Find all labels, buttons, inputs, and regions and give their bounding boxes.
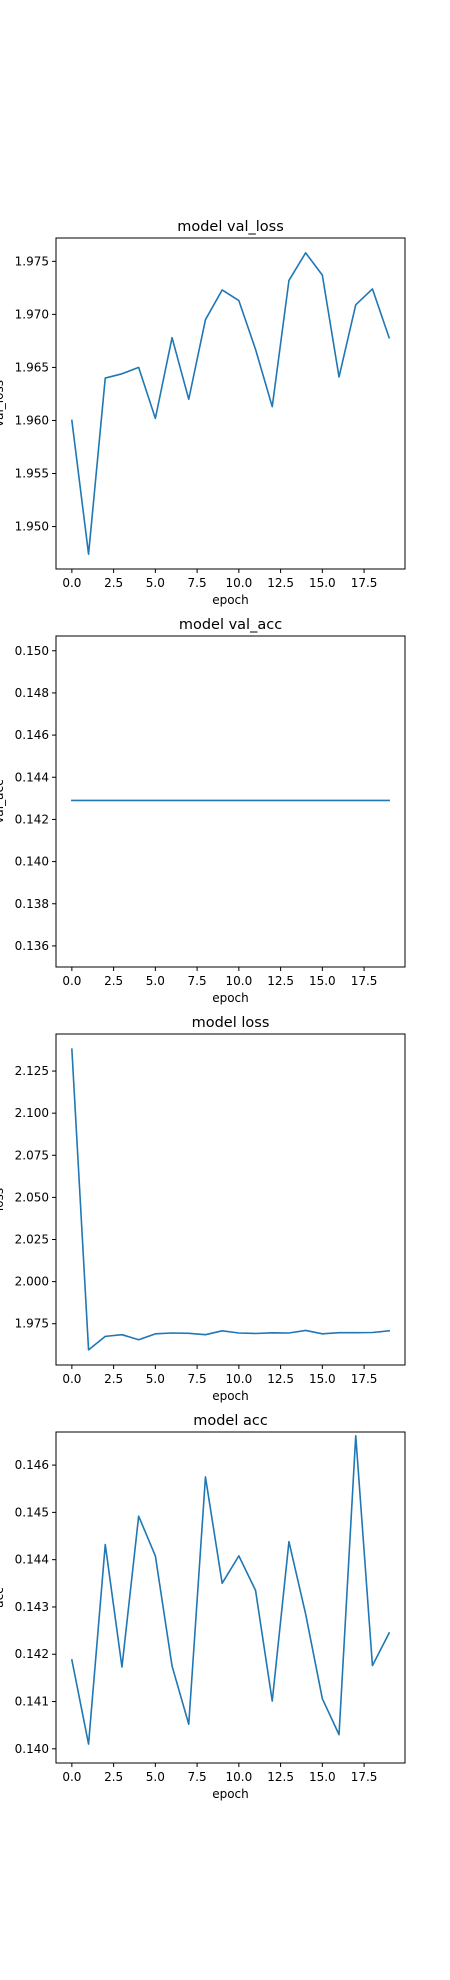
series-line [71,1048,391,1351]
x-tick-label: 12.5 [267,1372,294,1386]
y-tick-label: 1.970 [15,307,49,321]
series-line [70,252,391,555]
axes-frame [55,1431,406,1764]
y-tick-label: 0.148 [15,686,49,700]
x-tick-label: 2.5 [104,1372,123,1386]
chart-panel: model val_acc 0.0 2.5 5.0 7.5 10.0 12.5 15.0 17.… [0,617,406,1005]
x-tick-label: 17.5 [351,974,378,988]
y-tick-label: 0.143 [15,1600,49,1614]
chart-title: model val_loss [177,219,284,235]
y-tick-label: 0.136 [15,939,49,953]
series-line [70,1434,391,1745]
y-axis-label: val_acc [0,779,6,823]
x-tick-label: 10.0 [225,576,252,590]
chart-title: model loss [192,1015,270,1031]
chart-title: model val_acc [179,617,282,633]
y-tick-label: 0.140 [15,855,49,869]
x-tick-label: 12.5 [267,974,294,988]
chart-title: model acc [193,1413,268,1429]
chart-panel: model loss 0.0 2.5 5.0 7.5 10.0 12.5 15.0 17.5 1.… [0,1015,406,1403]
y-tick-label: 1.965 [15,360,49,374]
x-axis-label: epoch [212,593,249,607]
axes-frame [55,237,406,570]
x-axis-label: epoch [212,1389,249,1403]
y-tick-label: 2.125 [15,1064,49,1078]
y-tick-label: 0.150 [15,644,49,658]
y-tick-label: 1.975 [15,254,49,268]
x-tick-label: 17.5 [351,576,378,590]
x-tick-label: 10.0 [225,1372,252,1386]
y-axis-label: loss [0,1188,6,1211]
y-axis-label: acc [0,1587,6,1608]
x-tick-label: 2.5 [104,1770,123,1784]
y-tick-label: 2.025 [15,1233,49,1247]
x-tick-label: 15.0 [309,576,336,590]
y-tick-label: 1.955 [15,467,49,481]
chart-panel: model val_loss 0.0 2.5 5.0 7.5 10.0 12.5 15.0 17… [0,219,406,607]
axes-frame [55,635,406,968]
y-tick-label: 1.950 [15,520,49,534]
x-tick-label: 0.0 [62,576,81,590]
y-tick-label: 0.138 [15,897,49,911]
y-tick-label: 2.100 [15,1106,49,1120]
x-tick-label: 0.0 [62,1770,81,1784]
y-tick-label: 0.142 [15,1647,49,1661]
x-tick-label: 15.0 [309,1770,336,1784]
y-tick-label: 0.141 [15,1695,49,1709]
y-tick-label: 2.050 [15,1190,49,1204]
y-tick-label: 0.140 [15,1742,49,1756]
y-tick-label: 1.975 [15,1317,49,1331]
x-tick-label: 7.5 [188,974,207,988]
y-tick-label: 1.960 [15,413,49,427]
y-tick-label: 0.146 [15,1458,49,1472]
y-tick-label: 0.142 [15,812,49,826]
x-tick-label: 7.5 [188,1372,207,1386]
x-tick-label: 5.0 [146,1372,165,1386]
x-tick-label: 0.0 [62,1372,81,1386]
y-tick-label: 0.145 [15,1505,49,1519]
x-tick-label: 10.0 [225,974,252,988]
y-axis-label: val_loss [0,380,6,427]
y-tick-label: 2.075 [15,1148,49,1162]
x-tick-label: 17.5 [351,1770,378,1784]
chart-panel: model acc 0.0 2.5 5.0 7.5 10.0 12.5 15.0 17.5 0.1… [0,1413,406,1801]
axes-frame [55,1033,406,1366]
x-tick-label: 7.5 [188,1770,207,1784]
x-tick-label: 17.5 [351,1372,378,1386]
x-tick-label: 2.5 [104,576,123,590]
x-tick-label: 15.0 [309,974,336,988]
x-tick-label: 15.0 [309,1372,336,1386]
y-tick-label: 2.000 [15,1275,49,1289]
x-tick-label: 12.5 [267,576,294,590]
x-tick-label: 5.0 [146,1770,165,1784]
x-tick-label: 12.5 [267,1770,294,1784]
x-axis-label: epoch [212,991,249,1005]
x-axis-label: epoch [212,1787,249,1801]
y-tick-label: 0.144 [15,770,49,784]
x-tick-label: 5.0 [146,576,165,590]
x-tick-label: 10.0 [225,1770,252,1784]
x-tick-label: 0.0 [62,974,81,988]
x-tick-label: 2.5 [104,974,123,988]
y-tick-label: 0.146 [15,728,49,742]
x-tick-label: 5.0 [146,974,165,988]
x-tick-label: 7.5 [188,576,207,590]
y-tick-label: 0.144 [15,1553,49,1567]
